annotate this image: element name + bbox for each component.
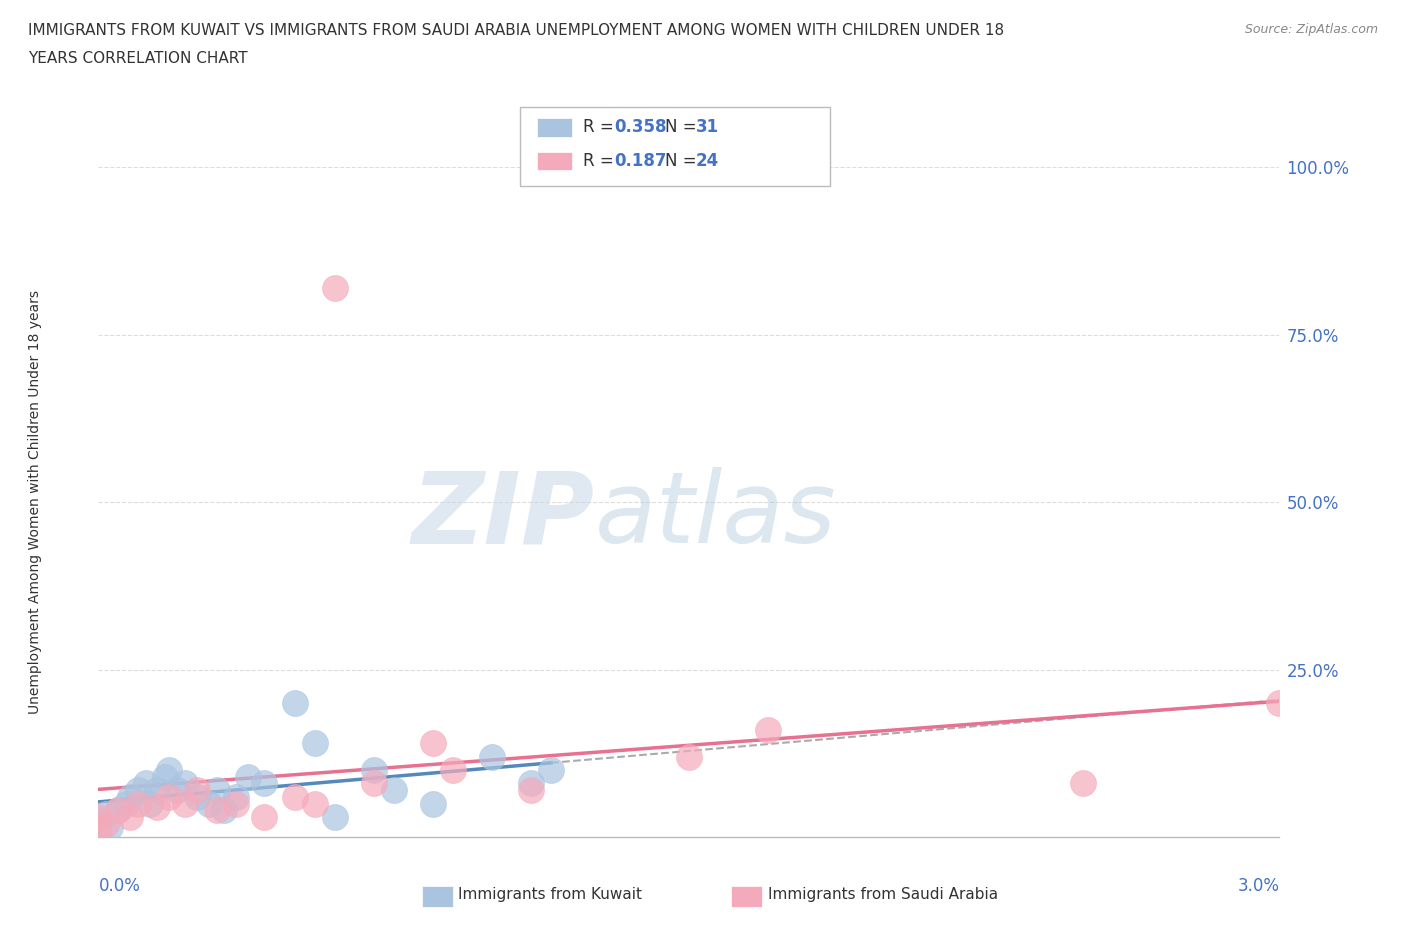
Point [284, 790, 307, 804]
Point [441, 763, 464, 777]
Point [138, 796, 160, 811]
Point [304, 796, 326, 811]
Point [127, 783, 149, 798]
Point [87, 823, 110, 838]
Point [107, 803, 129, 817]
Point [96, 806, 118, 821]
Point [118, 809, 141, 824]
Point [323, 281, 346, 296]
Point [756, 723, 779, 737]
Point [87, 819, 110, 834]
Point [87, 813, 110, 828]
Point [186, 790, 208, 804]
Point [363, 763, 385, 777]
Point [186, 783, 208, 798]
Point [155, 769, 177, 784]
Point [166, 783, 188, 798]
Point [520, 783, 543, 798]
Point [253, 776, 276, 790]
Point [205, 803, 228, 817]
Text: YEARS CORRELATION CHART: YEARS CORRELATION CHART [28, 51, 247, 66]
Point [157, 763, 180, 777]
Point [225, 796, 247, 811]
Point [174, 776, 197, 790]
Point [115, 796, 138, 811]
Text: ZIP: ZIP [412, 467, 595, 565]
Point [422, 796, 444, 811]
Text: 3.0%: 3.0% [1237, 877, 1279, 896]
Text: atlas: atlas [595, 467, 837, 565]
Point [284, 696, 307, 711]
Point [323, 809, 346, 824]
Text: R =: R = [583, 118, 620, 137]
Point [146, 783, 169, 798]
Point [197, 796, 219, 811]
Point [205, 783, 228, 798]
Point [87, 809, 110, 824]
Point [214, 803, 236, 817]
Point [481, 750, 503, 764]
Point [118, 790, 141, 804]
Point [520, 776, 543, 790]
Point [174, 796, 197, 811]
Point [107, 803, 129, 817]
Text: 0.358: 0.358 [614, 118, 666, 137]
Point [135, 776, 157, 790]
Text: Immigrants from Kuwait: Immigrants from Kuwait [458, 887, 643, 902]
Point [98, 819, 121, 834]
Point [1268, 696, 1291, 711]
Text: N =: N = [665, 152, 702, 170]
Text: IMMIGRANTS FROM KUWAIT VS IMMIGRANTS FROM SAUDI ARABIA UNEMPLOYMENT AMONG WOMEN : IMMIGRANTS FROM KUWAIT VS IMMIGRANTS FRO… [28, 23, 1004, 38]
Point [236, 769, 259, 784]
Text: Unemployment Among Women with Children Under 18 years: Unemployment Among Women with Children U… [28, 290, 42, 714]
Point [96, 817, 118, 831]
Text: 0.187: 0.187 [614, 152, 666, 170]
Text: 31: 31 [696, 118, 718, 137]
Text: Immigrants from Saudi Arabia: Immigrants from Saudi Arabia [768, 887, 998, 902]
Point [127, 796, 149, 811]
Point [382, 783, 405, 798]
Point [1071, 776, 1094, 790]
Point [363, 776, 385, 790]
Point [146, 800, 169, 815]
Point [540, 763, 562, 777]
Point [422, 736, 444, 751]
Point [304, 736, 326, 751]
Text: R =: R = [583, 152, 620, 170]
Point [157, 790, 180, 804]
Point [253, 809, 276, 824]
Point [225, 790, 247, 804]
Text: 0.0%: 0.0% [98, 877, 141, 896]
Point [678, 750, 700, 764]
Text: N =: N = [665, 118, 702, 137]
Text: Source: ZipAtlas.com: Source: ZipAtlas.com [1244, 23, 1378, 36]
Text: 24: 24 [696, 152, 720, 170]
